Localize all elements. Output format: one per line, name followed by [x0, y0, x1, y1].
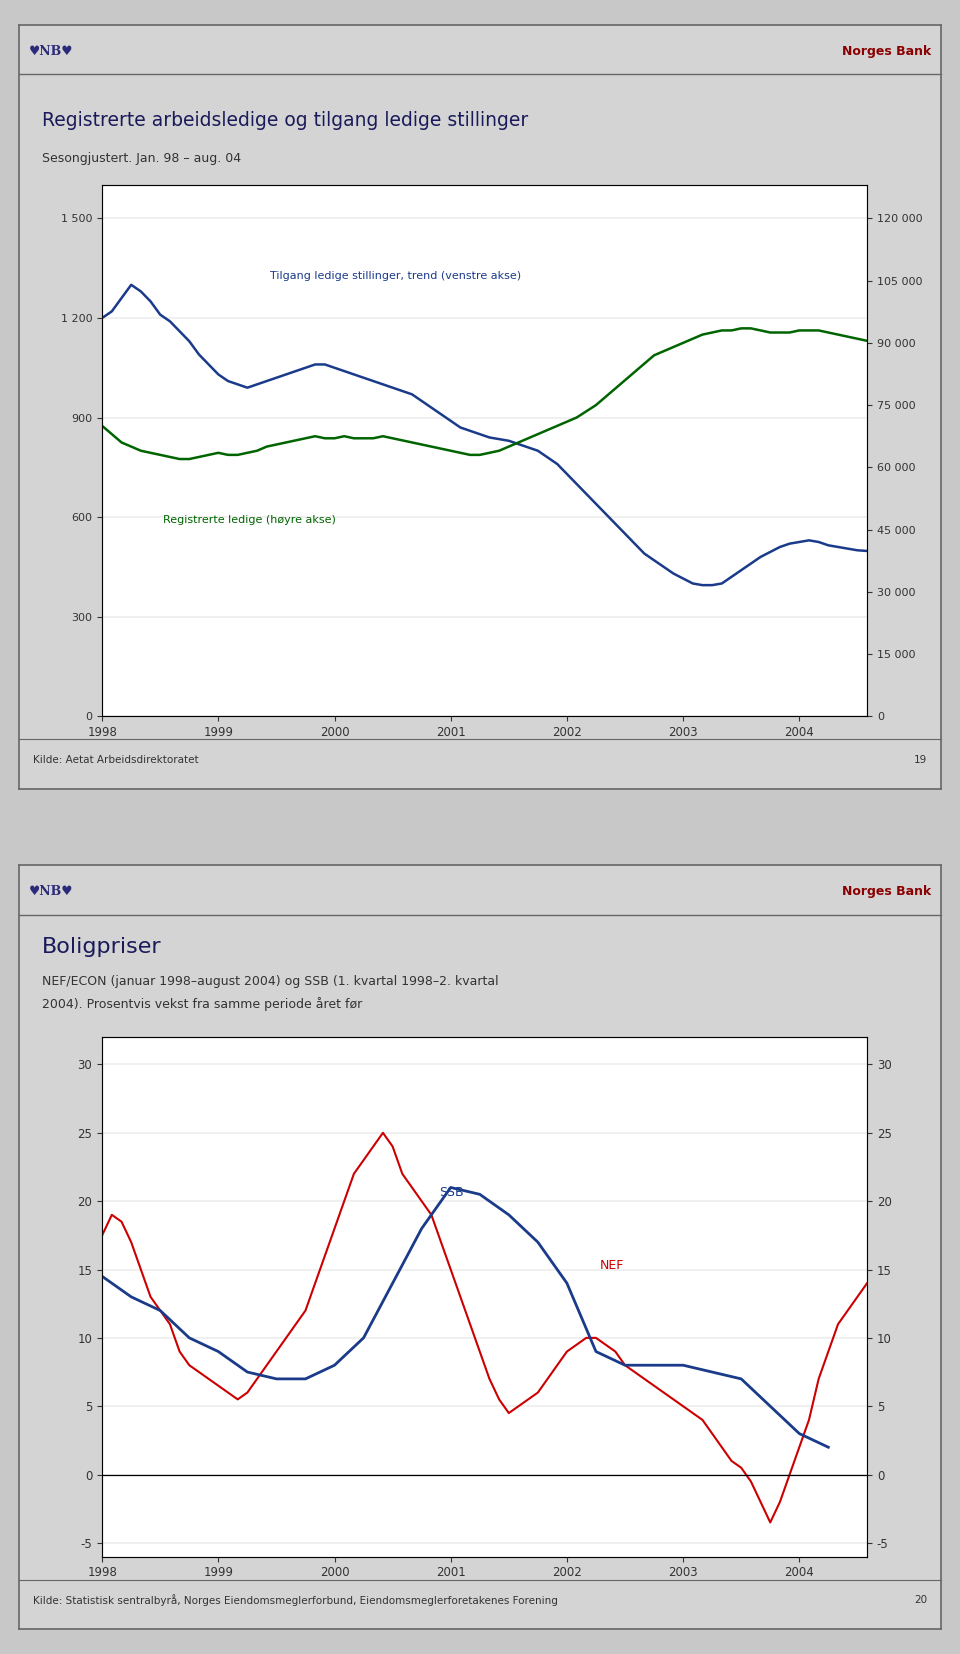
Text: Sesongjustert. Jan. 98 – aug. 04: Sesongjustert. Jan. 98 – aug. 04: [42, 152, 241, 165]
Text: 19: 19: [914, 754, 927, 764]
Text: 2004). Prosentvis vekst fra samme periode året før: 2004). Prosentvis vekst fra samme period…: [42, 997, 363, 1011]
Text: Kilde: Aetat Arbeidsdirektoratet: Kilde: Aetat Arbeidsdirektoratet: [33, 754, 199, 764]
Text: ♥NB♥: ♥NB♥: [29, 885, 73, 898]
Text: Kilde: Statistisk sentralbyrå, Norges Eiendomsmeglerforbund, Eiendomsmeglerforet: Kilde: Statistisk sentralbyrå, Norges Ei…: [33, 1594, 558, 1606]
Text: Norges Bank: Norges Bank: [842, 45, 931, 58]
Text: ♥NB♥: ♥NB♥: [29, 45, 73, 58]
Text: NEF/ECON (januar 1998–august 2004) og SSB (1. kvartal 1998–2. kvartal: NEF/ECON (januar 1998–august 2004) og SS…: [42, 974, 499, 987]
Text: Registrerte arbeidsledige og tilgang ledige stillinger: Registrerte arbeidsledige og tilgang led…: [42, 111, 529, 129]
Text: Norges Bank: Norges Bank: [842, 885, 931, 898]
Text: 20: 20: [914, 1594, 927, 1604]
Text: Boligpriser: Boligpriser: [42, 936, 162, 958]
